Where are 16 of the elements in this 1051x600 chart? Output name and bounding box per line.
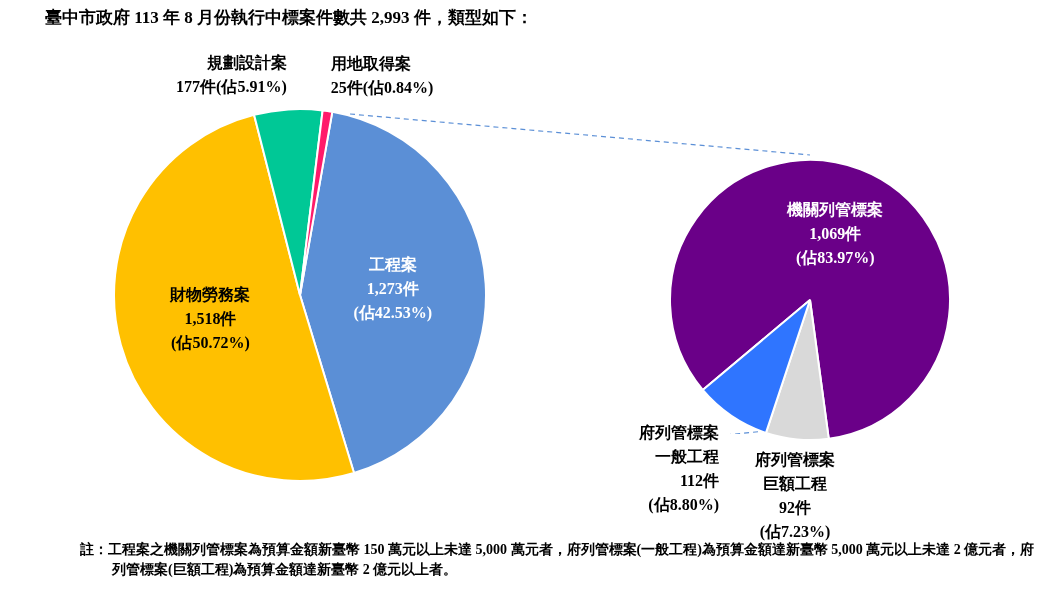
data-label: 92件 (佔7.23%) [759, 499, 831, 542]
data-label: 1,069件 (佔83.97%) [795, 224, 875, 267]
text: 註：工程案之機關列管標案為預算金額新臺幣 150 萬元以上未達 5,000 萬元者，府列管標案(一般工程)為預算金額達新臺幣 5,000 萬元以上未達 2 億元者，府列管標案(巨額工程)為預算金額達新臺幣 2 億元以上者。 [80, 540, 1036, 579]
slice-label: 規劃設計案 [205, 52, 287, 71]
data-label: 1,518件 (佔50.72%) [171, 310, 250, 353]
data-label: 25件(佔0.84%) [330, 79, 434, 98]
slice-label: 財物勞務案 [169, 285, 251, 304]
slice-label: 機關列管標案 [786, 199, 884, 218]
data-label: 1,273件 (佔42.53%) [353, 279, 433, 322]
slice-label: 府列管標案一般工程 [638, 423, 720, 466]
slice-label: 府列管標案巨額工程 [753, 450, 835, 494]
slice-label: 工程案 [367, 254, 417, 273]
chart-title: 臺中市政府 113 年 8 月份執行中標案件數共 2,993 件，類型如下： [45, 7, 533, 29]
data-label: 112件 (佔8.80%) [648, 472, 720, 515]
slice-label: 用地取得案 [329, 54, 411, 73]
data-label: 177件(佔5.91%) [176, 77, 287, 96]
